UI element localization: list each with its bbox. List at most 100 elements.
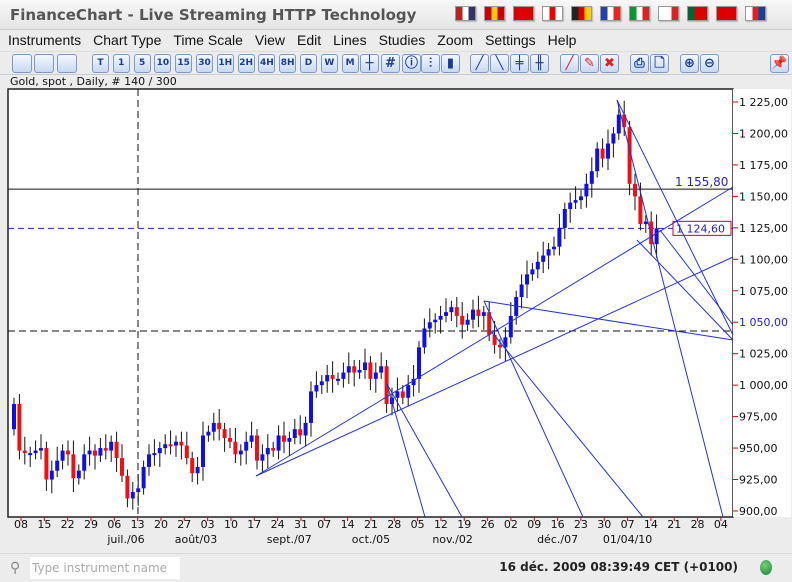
timeframe-2h-button[interactable]: 2H [237,54,255,73]
candle-body [298,429,303,436]
flag-jp-icon[interactable] [542,6,563,21]
flag-pl-icon[interactable] [658,6,679,21]
candle [363,348,367,379]
candle [152,439,157,466]
menu-help[interactable]: Help [547,32,577,48]
flag-cn-icon[interactable] [513,6,534,21]
trendline[interactable] [255,186,734,477]
candle [179,431,184,460]
candle-body [611,133,616,144]
print-icon[interactable]: ⎙ [630,54,649,73]
candle-body [76,470,81,479]
timeframe-t-button[interactable]: T [92,54,109,73]
y-tick-label: 1 000,00 [739,379,788,392]
trendline[interactable] [386,383,426,518]
menu-zoom[interactable]: Zoom [437,32,474,48]
menu-time-scale[interactable]: Time Scale [173,32,243,48]
y-tick-label: 1 200,00 [739,127,788,140]
delete-line-icon[interactable]: ╱ [560,54,579,73]
volume-bars-icon[interactable]: ▮ [441,54,460,73]
candle [395,377,400,412]
candle [357,359,362,379]
candle-body [444,312,448,316]
candle [49,460,54,494]
candlestick-chart-icon[interactable] [12,54,32,73]
candle [589,157,594,198]
timeframe-5-button[interactable]: 5 [133,54,151,73]
volume-icon[interactable]: ⫶ [421,54,440,73]
info-icon[interactable]: ⓘ [402,54,421,73]
candle-body [449,307,454,313]
channel-icon[interactable]: ╲ [490,54,509,73]
trendline[interactable] [659,229,734,326]
flag-tr-icon[interactable] [716,6,737,21]
trendline-icon[interactable]: ╱ [470,54,489,73]
trendline[interactable] [489,329,644,518]
month-label: nov./02 [432,533,473,546]
candle-body [519,284,524,298]
zoom-out-icon[interactable]: ⊖ [700,54,719,73]
month-label: août/03 [174,533,218,546]
menu-lines[interactable]: Lines [333,32,367,48]
trendline[interactable] [616,99,734,336]
timeframe-10-button[interactable]: 10 [154,54,172,73]
eraser-icon[interactable]: ✎ [580,54,599,73]
print-preview-icon[interactable]: 🗋 [650,54,669,73]
trendline[interactable] [483,300,734,341]
line-chart-icon[interactable] [57,54,77,73]
pin-icon[interactable]: 📌 [770,54,789,73]
candle-body [147,454,151,467]
timeframe-1h-button[interactable]: 1H [216,54,234,73]
menu-settings[interactable]: Settings [485,32,536,48]
timeframe-15-button[interactable]: 15 [175,54,193,73]
crosshair-icon[interactable]: ┼ [360,54,379,73]
price-axis [733,89,791,517]
candle-body [179,441,184,446]
timeframe-4h-button[interactable]: 4H [258,54,276,73]
y-tick-label: 1 175,00 [739,159,788,172]
fib-icon[interactable]: ╫ [530,54,549,73]
candle [595,142,600,178]
candle-body [562,208,567,228]
candle-body [476,309,481,316]
trendline[interactable] [616,99,724,518]
flag-es-icon[interactable] [484,6,505,21]
bar-chart-icon[interactable] [34,54,54,73]
flag-fr-icon[interactable] [600,6,621,21]
price-chart[interactable]: 1 225,00 1 200,00 1 175,00 1 150,00 1 125,00… [0,0,792,553]
timeframe-m-button[interactable]: M [341,54,359,73]
menu-studies[interactable]: Studies [378,32,426,48]
x-tick-label: 31 [293,518,308,531]
menu-view[interactable]: View [254,32,285,48]
menu-chart-type[interactable]: Chart Type [93,32,162,48]
trendline[interactable] [483,300,584,518]
candle-body [654,228,659,245]
grid-icon[interactable]: # [381,54,400,73]
timeframe-1-button[interactable]: 1 [112,54,130,73]
flag-cz-icon[interactable] [745,6,766,21]
candle [422,318,427,354]
timeframe-8h-button[interactable]: 8H [279,54,297,73]
candle-body [460,315,465,325]
connection-status-icon [760,560,772,575]
last-price-label: 1 124,60 [676,222,725,235]
trendline[interactable] [255,256,734,477]
hline-icon[interactable]: ╪ [510,54,529,73]
menu-instruments[interactable]: Instruments [8,32,82,48]
candle [184,431,189,465]
candle [82,444,87,480]
flag-pt-icon[interactable] [687,6,708,21]
timeframe-d-button[interactable]: D [300,54,317,73]
delete-all-icon[interactable]: ✖ [600,54,619,73]
instrument-search-input[interactable]: Type instrument name [30,557,180,579]
candle [228,427,232,449]
flag-us-icon[interactable] [455,6,476,21]
flag-it-icon[interactable] [629,6,650,21]
zoom-in-icon[interactable]: ⊕ [680,54,699,73]
flag-de-icon[interactable] [571,6,592,21]
timeframe-w-button[interactable]: W [320,54,338,73]
trendline[interactable] [636,239,734,341]
timeframe-30-button[interactable]: 30 [196,54,213,73]
trendline[interactable] [386,383,463,518]
menu-edit[interactable]: Edit [296,32,322,48]
